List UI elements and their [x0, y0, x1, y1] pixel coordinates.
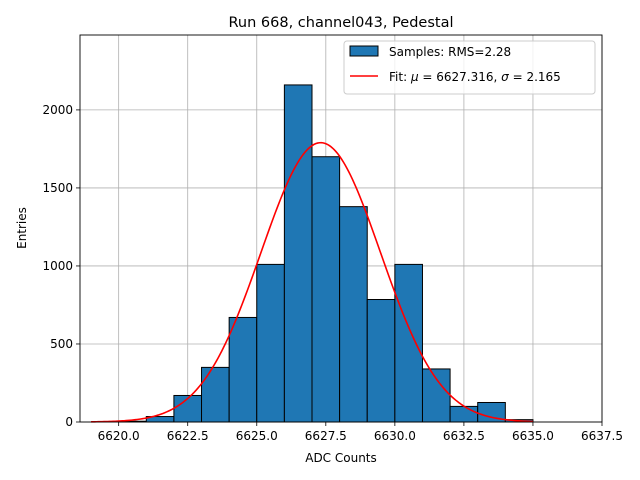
chart-title: Run 668, channel043, Pedestal: [228, 15, 453, 31]
legend-histogram-swatch: [349, 45, 379, 57]
y-tick-label: 1500: [42, 181, 73, 195]
y-axis-ticks: 0 500 1000 1500 2000: [42, 103, 80, 429]
x-tick-label: 6632.5: [443, 429, 485, 443]
grid-lines: [80, 35, 603, 423]
plot-frame: [79, 34, 603, 423]
legend-box: [343, 40, 596, 95]
histogram-bar: [449, 405, 479, 423]
legend-histogram-label: Samples: RMS=2.28: [389, 45, 511, 59]
histogram-bar: [256, 263, 285, 423]
y-tick-label: 0: [65, 415, 73, 429]
x-tick-label: 6630.0: [374, 429, 416, 443]
y-tick-label: 2000: [42, 103, 73, 117]
x-axis-ticks: 6620.0 6622.5 6625.0 6627.5 6630.0 6632.5 6635…: [98, 422, 623, 443]
x-tick-label: 6625.0: [236, 429, 278, 443]
histogram-bar: [421, 368, 451, 423]
y-tick-label: 1000: [42, 259, 73, 273]
x-tick-label: 6622.5: [167, 429, 209, 443]
histogram-bar: [228, 316, 258, 423]
x-axis-label: ADC Counts: [305, 451, 377, 465]
histogram-bar: [394, 263, 423, 423]
fit-curve: [91, 141, 533, 423]
x-tick-label: 6620.0: [98, 429, 140, 443]
histogram-bar: [201, 366, 230, 423]
histogram-bar: [311, 156, 341, 423]
x-tick-label: 6627.5: [305, 429, 347, 443]
histogram-bar: [366, 299, 396, 423]
legend: Samples: RMS=2.28 Fit: μ = 6627.316, σ =…: [343, 40, 596, 95]
y-tick-label: 500: [50, 337, 73, 351]
x-tick-label: 6635.0: [512, 429, 554, 443]
legend-fit-label: Fit: μ = 6627.316, σ = 2.165: [389, 70, 561, 84]
histogram-bar: [339, 206, 368, 423]
y-axis-label: Entries: [15, 207, 29, 249]
histogram-bar: [283, 84, 313, 423]
histogram-bar: [173, 394, 203, 423]
x-tick-label: 6637.5: [581, 429, 623, 443]
